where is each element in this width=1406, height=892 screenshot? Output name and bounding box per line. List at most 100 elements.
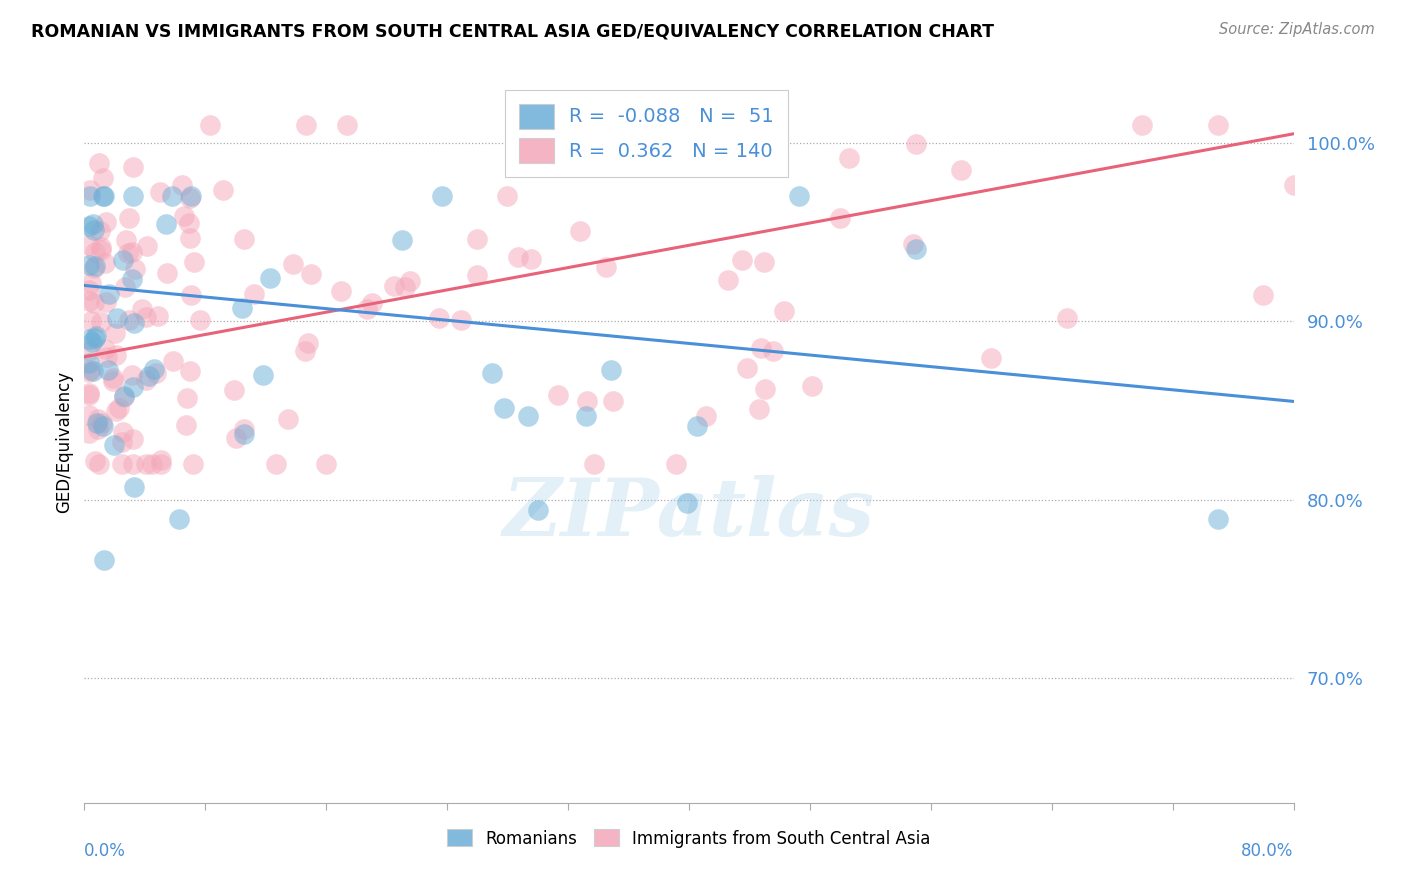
Point	[90, 243, 112, 257]
Point	[980, 351, 1002, 366]
Point	[329, 285, 352, 299]
Point	[398, 274, 420, 288]
Point	[84, 331, 107, 345]
Text: Source: ZipAtlas.com: Source: ZipAtlas.com	[1219, 22, 1375, 37]
Point	[105, 310, 128, 325]
Point	[94, 295, 117, 310]
Point	[77, 259, 100, 273]
Point	[83, 296, 105, 310]
Point	[135, 457, 157, 471]
Point	[155, 217, 177, 231]
Point	[575, 409, 598, 424]
Point	[77, 388, 100, 402]
Point	[156, 266, 179, 280]
Point	[114, 233, 136, 247]
Point	[465, 268, 488, 283]
Point	[242, 287, 264, 301]
Point	[575, 394, 598, 409]
Legend: Romanians, Immigrants from South Central Asia: Romanians, Immigrants from South Central…	[439, 821, 939, 856]
Point	[79, 363, 101, 377]
Point	[748, 402, 770, 417]
Point	[391, 233, 413, 247]
Point	[77, 283, 100, 297]
Point	[520, 252, 543, 267]
Point	[90, 240, 112, 254]
Point	[264, 457, 287, 471]
Point	[83, 260, 105, 275]
Point	[121, 272, 143, 286]
Point	[98, 287, 121, 301]
Point	[361, 296, 384, 310]
Point	[167, 512, 190, 526]
Point	[117, 245, 139, 260]
Text: 0.0%: 0.0%	[84, 842, 127, 860]
Point	[105, 348, 128, 362]
Point	[122, 457, 145, 471]
Point	[787, 189, 810, 203]
Y-axis label: GED/Equivalency: GED/Equivalency	[55, 370, 73, 513]
Point	[87, 156, 110, 170]
Point	[77, 237, 100, 252]
Point	[111, 253, 134, 268]
Point	[686, 418, 709, 433]
Point	[138, 369, 160, 384]
Point	[1282, 178, 1305, 193]
Point	[150, 452, 173, 467]
Point	[104, 326, 127, 341]
Point	[160, 189, 183, 203]
Point	[118, 313, 141, 327]
Point	[569, 224, 592, 238]
Text: ZIPatlas: ZIPatlas	[503, 475, 875, 552]
Point	[103, 438, 125, 452]
Point	[94, 256, 117, 270]
Point	[174, 418, 197, 433]
Point	[773, 304, 796, 318]
Point	[77, 365, 100, 379]
Point	[950, 163, 973, 178]
Point	[84, 454, 107, 468]
Point	[315, 457, 337, 471]
Point	[91, 189, 114, 203]
Point	[527, 502, 550, 516]
Point	[173, 209, 195, 223]
Point	[233, 232, 256, 246]
Point	[87, 457, 110, 471]
Point	[177, 216, 200, 230]
Point	[118, 211, 141, 226]
Point	[143, 362, 166, 376]
Point	[600, 362, 623, 376]
Point	[77, 293, 100, 308]
Point	[901, 237, 924, 252]
Point	[94, 343, 117, 357]
Point	[162, 354, 184, 368]
Point	[124, 316, 146, 330]
Point	[82, 217, 104, 231]
Point	[82, 364, 104, 378]
Point	[91, 170, 114, 185]
Point	[105, 403, 128, 417]
Point	[114, 280, 136, 294]
Point	[101, 375, 124, 389]
Point	[84, 328, 107, 343]
Point	[79, 408, 101, 422]
Point	[80, 277, 103, 291]
Point	[233, 422, 256, 436]
Point	[231, 301, 253, 315]
Point	[838, 151, 860, 165]
Point	[150, 457, 173, 471]
Point	[180, 287, 202, 301]
Point	[96, 350, 118, 364]
Point	[83, 223, 105, 237]
Point	[77, 356, 100, 370]
Point	[830, 211, 852, 225]
Point	[281, 257, 304, 271]
Point	[121, 379, 143, 393]
Point	[481, 366, 503, 380]
Point	[643, 118, 665, 132]
Text: ROMANIAN VS IMMIGRANTS FROM SOUTH CENTRAL ASIA GED/EQUIVALENCY CORRELATION CHART: ROMANIAN VS IMMIGRANTS FROM SOUTH CENTRA…	[31, 22, 994, 40]
Point	[211, 183, 233, 197]
Point	[135, 310, 157, 324]
Point	[93, 553, 115, 567]
Point	[121, 244, 143, 259]
Point	[82, 334, 104, 349]
